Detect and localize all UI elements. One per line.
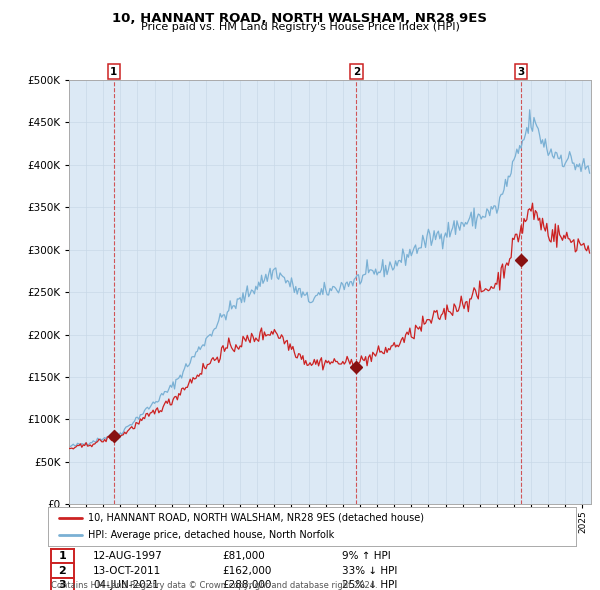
Text: £288,000: £288,000 [222, 581, 271, 590]
Text: 2: 2 [353, 67, 360, 77]
Text: 12-AUG-1997: 12-AUG-1997 [93, 551, 163, 560]
Text: 04-JUN-2021: 04-JUN-2021 [93, 581, 159, 590]
Text: 13-OCT-2011: 13-OCT-2011 [93, 566, 161, 575]
Text: 2: 2 [59, 566, 66, 575]
Text: 9% ↑ HPI: 9% ↑ HPI [342, 551, 391, 560]
Text: 10, HANNANT ROAD, NORTH WALSHAM, NR28 9ES: 10, HANNANT ROAD, NORTH WALSHAM, NR28 9E… [113, 12, 487, 25]
Text: HPI: Average price, detached house, North Norfolk: HPI: Average price, detached house, Nort… [88, 530, 334, 540]
Text: 25% ↓ HPI: 25% ↓ HPI [342, 581, 397, 590]
Text: Price paid vs. HM Land Registry's House Price Index (HPI): Price paid vs. HM Land Registry's House … [140, 22, 460, 32]
Text: 3: 3 [59, 581, 66, 590]
Text: 33% ↓ HPI: 33% ↓ HPI [342, 566, 397, 575]
Text: £162,000: £162,000 [222, 566, 271, 575]
Text: 1: 1 [110, 67, 118, 77]
Text: 10, HANNANT ROAD, NORTH WALSHAM, NR28 9ES (detached house): 10, HANNANT ROAD, NORTH WALSHAM, NR28 9E… [88, 513, 424, 523]
Text: £81,000: £81,000 [222, 551, 265, 560]
Text: 3: 3 [518, 67, 525, 77]
Text: 1: 1 [59, 551, 66, 560]
Text: Contains HM Land Registry data © Crown copyright and database right 2024.
This d: Contains HM Land Registry data © Crown c… [51, 581, 377, 590]
